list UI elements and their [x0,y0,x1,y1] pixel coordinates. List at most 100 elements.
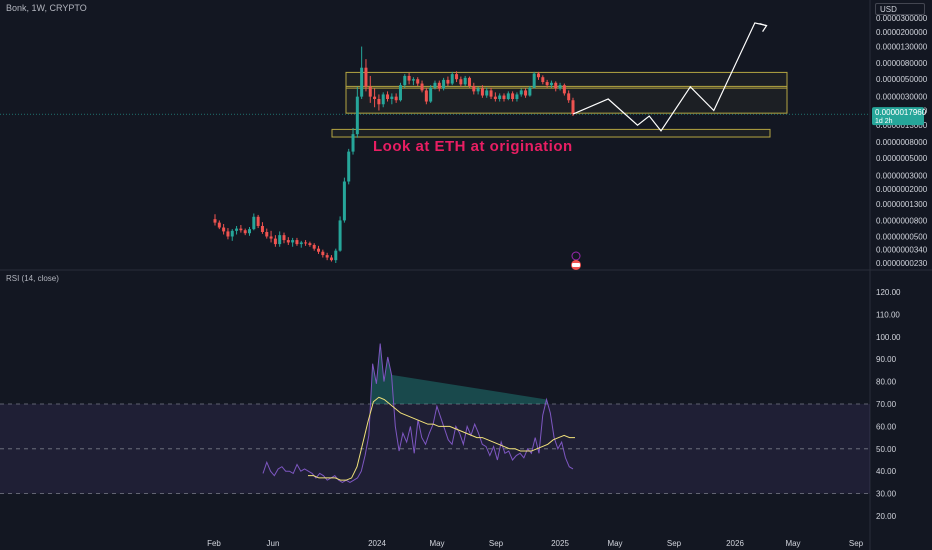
last-price-value: 0.0000017960 [875,108,927,117]
candle-body [562,85,566,94]
candle-body [394,96,398,101]
candle-body [351,134,355,152]
rsi-tick-label: 90.00 [876,355,897,364]
candle-body [524,90,528,96]
event-marker-icon [571,251,581,261]
candle-body [498,95,502,99]
candle-body [485,90,489,96]
x-tick-label: May [785,539,800,548]
zone-box [331,128,771,138]
candle-body [282,235,286,241]
annotation-text: Look at ETH at origination [373,138,573,155]
projection-arrow-icon [759,23,768,32]
candle-body [424,90,428,102]
rsi-tick-label: 40.00 [876,467,897,476]
candle-body [373,96,377,99]
candle-body [545,82,549,86]
currency-selector[interactable]: USD [875,3,925,15]
candle-body [308,243,312,245]
candle-body [386,94,390,99]
candle-body [455,74,459,80]
candle-body [217,222,221,228]
price-tick-label: 0.0000000500 [876,232,928,241]
candle-body [416,79,420,84]
candle-body [325,255,329,258]
price-tick-label: 0.0000030000 [876,93,928,102]
candle-body [442,79,446,89]
candle-body [260,225,264,233]
candle-body [489,90,493,97]
candle-body [239,228,243,231]
candle-body [265,232,269,237]
candle-body [295,240,299,245]
candle-body [390,96,394,99]
candle-body [528,87,532,96]
candle-body [355,96,359,135]
rsi-tick-label: 30.00 [876,490,897,499]
rsi-tick-label: 120.00 [876,288,901,297]
candle-body [334,250,338,261]
candle-body [269,236,273,239]
candle-body [433,82,437,88]
candle-body [317,248,321,252]
rsi-tick-label: 100.00 [876,333,901,342]
price-tick-label: 0.0000003000 [876,171,928,180]
candle-body [541,77,545,83]
candle-body [502,95,506,99]
candle-body [222,227,226,232]
candle-body [273,238,277,245]
candle-body [213,219,217,223]
candle-body [347,151,351,182]
candle-body [256,216,260,226]
candle-body [429,87,433,102]
candle-body [235,228,239,231]
last-price-countdown: 1d 2h [875,118,893,125]
candle-body [450,74,454,84]
candle-body [360,67,364,97]
candle-body [480,88,484,96]
x-tick-label: May [607,539,622,548]
price-tick-label: 0.0000200000 [876,28,928,37]
candle-body [549,82,553,86]
x-tick-label: May [429,539,444,548]
candle-body [243,230,247,234]
candle-body [554,82,558,89]
candle-body [252,216,256,230]
x-tick-label: 2024 [368,539,386,548]
price-tick-label: 0.0000000340 [876,246,928,255]
candle-body [407,75,411,81]
candle-body [511,93,515,99]
candle-body [286,240,290,243]
rsi-ma-line [308,396,575,481]
rsi-tick-label: 70.00 [876,400,897,409]
candle-body [342,181,346,221]
projection-path [572,22,767,132]
rsi-tick-label: 80.00 [876,378,897,387]
rsi-overbought-fill [370,343,549,404]
candle-body [493,96,497,99]
candle-body [420,83,424,91]
candle-body [368,86,372,97]
candle-body [532,73,536,88]
price-tick-label: 0.0000001300 [876,200,928,209]
candle-body [567,93,571,101]
candle-body [519,90,523,95]
candle-body [476,88,480,92]
candle-body [467,77,471,86]
candle-body [291,240,295,243]
candle-body [321,251,325,256]
candle-body [364,67,368,87]
candle-body [278,235,282,245]
candle-body [506,93,510,99]
price-tick-label: 0.0000008000 [876,138,928,147]
rsi-title: RSI (14, close) [6,274,59,283]
chart-title: Bonk, 1W, CRYPTO [6,3,87,13]
candle-body [312,244,316,249]
candle-body [463,77,467,85]
candle-body [558,85,562,89]
candle-body [226,231,230,237]
candle-body [304,242,308,244]
candle-body [472,85,476,92]
candle-body [381,94,385,105]
